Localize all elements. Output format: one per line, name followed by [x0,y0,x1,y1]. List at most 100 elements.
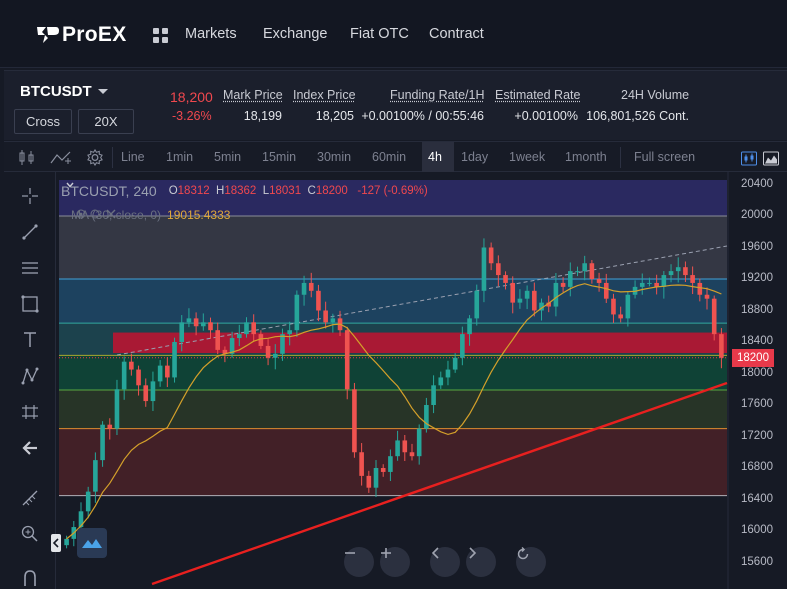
candle-body [675,267,681,272]
horizontal-lines-icon[interactable] [20,258,40,278]
candle-body [704,294,710,299]
fullscreen-button[interactable]: Full screen [634,150,696,164]
candle-body [308,282,314,291]
collapse-toolbar-arrow[interactable] [51,534,61,552]
candlestick-type-icon[interactable] [18,149,36,166]
minus-icon [345,552,355,554]
settings-gear-icon[interactable] [86,149,104,166]
ma-label: MA (30, close, 0) [71,208,162,222]
price-axis-tick: 19600 [741,240,773,253]
margin-mode-button[interactable]: Cross [14,109,72,134]
candle-body [517,298,523,303]
candle-body [373,468,379,488]
candle-body [611,298,616,315]
timeframe-1month[interactable]: 1month [565,150,607,164]
scroll-right-button[interactable] [466,547,496,577]
chevron-down-icon[interactable] [65,180,75,190]
candles-view-icon[interactable] [741,150,757,167]
nav-exchange-link[interactable]: Exchange [263,26,328,42]
price-axis-tick: 15600 [741,555,773,568]
measure-tool-icon[interactable] [20,402,40,422]
zoom-out-button[interactable] [344,547,374,577]
price-axis-tick: 17200 [741,429,773,442]
candle-body [301,282,307,295]
crosshair-icon[interactable] [20,186,40,206]
candle-body [222,349,228,354]
candle-body [316,290,321,311]
symbol-selector[interactable]: BTCUSDT [20,83,92,100]
candle-body [719,334,724,358]
candle-body [409,452,415,457]
ma-line [66,283,722,540]
timeframe-5min[interactable]: 5min [214,150,242,164]
nav-fiat-otc-link[interactable]: Fiat OTC [350,26,409,42]
chevron-down-icon[interactable] [98,89,108,94]
price-chart[interactable]: BTCUSDT, 240 O18312 H18362 L18031 C18200… [51,172,787,589]
candle-body [179,322,185,342]
ruler-icon[interactable] [20,488,40,508]
pattern-tool-icon[interactable] [20,366,40,386]
candle-body [639,282,645,287]
candle-body [344,330,350,390]
candle-body [251,322,256,335]
candle-body [272,353,278,358]
timeframe-4h[interactable]: 4h [428,150,442,164]
top-navigation: ProEX Markets Exchange Fiat OTC Contract [0,0,787,68]
price-axis-tick: 20000 [741,209,773,221]
index-price-label[interactable]: Index Price [293,88,356,102]
timeframe-30min[interactable]: 30min [317,150,352,164]
candle-body [452,357,458,370]
zoom-in-icon[interactable] [20,524,40,544]
timeframe-60min[interactable]: 60min [372,150,407,164]
nav-contract-link[interactable]: Contract [429,26,484,42]
toolbar-divider [112,147,113,168]
candle-body [589,263,595,279]
candlestick-chart-canvas[interactable] [57,172,787,589]
zoom-in-button[interactable] [380,547,410,577]
indicator-icon[interactable] [50,149,72,166]
last-price: 18,200 [170,89,213,105]
candle-body [136,369,141,386]
scroll-left-button[interactable] [430,547,460,577]
magnet-icon[interactable] [20,568,40,588]
price-axis-tick: 18000 [741,366,773,379]
price-axis-tick: 16400 [741,492,773,505]
depth-view-icon[interactable] [763,150,779,167]
trend-line-icon[interactable] [20,222,40,242]
apps-grid-icon[interactable] [153,28,168,43]
timeframe-15min[interactable]: 15min [262,150,297,164]
candle-body [711,298,717,335]
mark-price-label[interactable]: Mark Price [223,88,283,102]
text-tool-icon[interactable] [20,330,40,350]
chart-type-line[interactable]: Line [121,150,145,164]
candle-body [683,267,688,276]
nav-markets-link[interactable]: Markets [185,26,237,42]
indicator-controls-icon[interactable] [75,208,119,220]
price-axis-tick: 16800 [741,461,773,473]
candle-body [510,282,516,303]
candle-body [395,440,400,457]
candle-body [690,275,695,283]
funding-rate-value: +0.00100% / 00:55:46 [361,109,484,123]
candle-body [294,294,300,331]
rectangle-icon[interactable] [20,294,40,314]
support-trendline [151,381,728,586]
leverage-button[interactable]: 20X [78,109,134,134]
candle-body [193,318,199,327]
candle-body [424,405,429,429]
funding-rate-label[interactable]: Funding Rate/1H [390,88,485,102]
chart-toolbar: Line 1min 5min 15min 30min 60min 4h 1day… [4,141,787,172]
back-arrow-icon[interactable] [20,438,40,458]
fib-zone [59,355,727,391]
timeframe-1min[interactable]: 1min [166,150,194,164]
tradingview-logo [77,528,107,558]
mark-price-value: 18,199 [243,109,282,123]
proex-logo[interactable]: ProEX [34,22,127,48]
reset-chart-button[interactable] [516,547,546,577]
ohlc-readout: O18312 H18362 L18031 C18200 -127 (-0.69%… [169,185,428,197]
estimated-rate-label[interactable]: Estimated Rate [495,88,581,102]
timeframe-1week[interactable]: 1week [509,150,546,164]
timeframe-1day[interactable]: 1day [461,150,489,164]
candle-body [366,475,372,488]
price-axis-tick: 16000 [741,524,773,536]
